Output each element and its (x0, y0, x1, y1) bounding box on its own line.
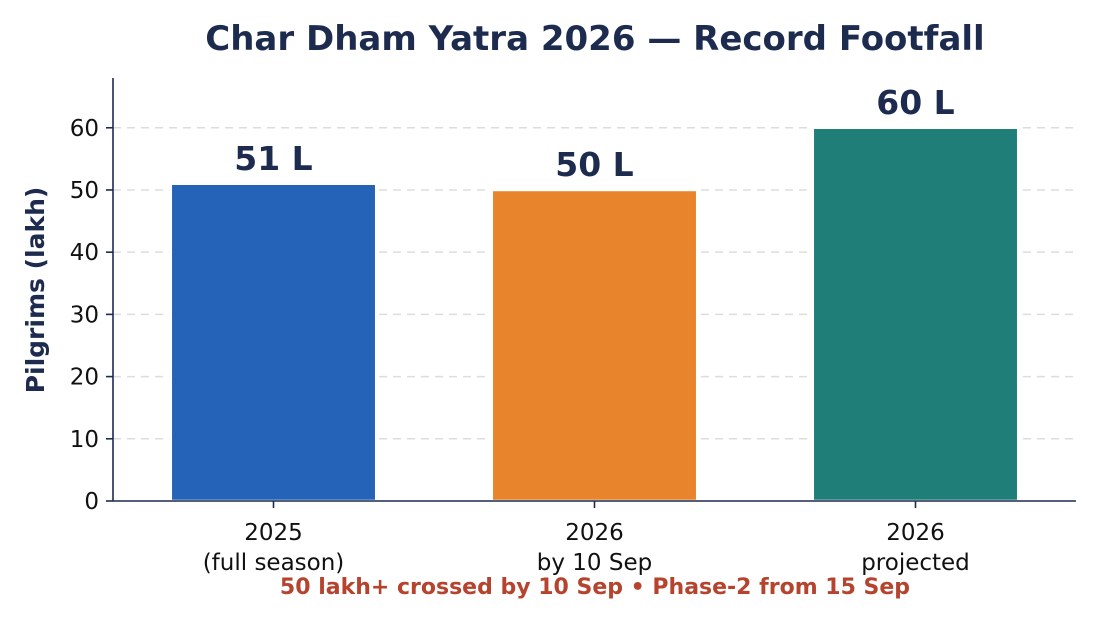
bar-data-label: 51 L (234, 139, 312, 178)
bar (490, 188, 699, 503)
bar-data-label: 60 L (876, 83, 954, 122)
x-tick-label: (full season) (203, 550, 345, 576)
chart-footnote: 50 lakh+ crossed by 10 Sep • Phase-2 fro… (280, 575, 910, 600)
x-tick-label: 2026 (565, 520, 624, 546)
x-tick-label: projected (861, 550, 970, 576)
y-tick-label: 60 (70, 116, 99, 142)
y-tick-label: 20 (70, 365, 99, 391)
data-labels: 51 L 50 L 60 L (234, 83, 954, 184)
chart-title: Char Dham Yatra 2026 — Record Footfall (205, 19, 984, 59)
x-tick-label: 2026 (886, 520, 945, 546)
bar (169, 182, 378, 503)
x-tick-label: by 10 Sep (537, 550, 652, 576)
y-tick-label: 50 (70, 178, 99, 204)
y-tick-label: 10 (70, 427, 99, 453)
y-axis-label: Pilgrims (lakh) (21, 187, 50, 394)
y-tick-label: 0 (84, 489, 99, 515)
axes: 0 10 20 30 40 50 60 2025 (full season) 2026 by 10 … (70, 78, 1076, 576)
bar (811, 126, 1020, 503)
bar-data-label: 50 L (555, 145, 633, 184)
y-tick-label: 30 (70, 302, 99, 328)
bars (169, 126, 1020, 503)
y-tick-label: 40 (70, 240, 99, 266)
x-tick-label: 2025 (244, 520, 303, 546)
